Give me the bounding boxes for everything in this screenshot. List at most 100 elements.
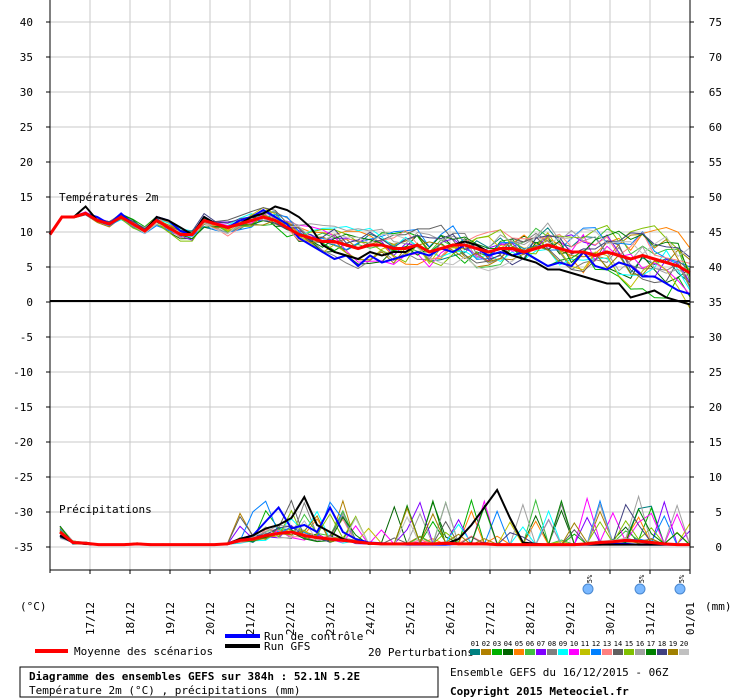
- right-tick-label: 35: [709, 296, 722, 309]
- copyright: Copyright 2015 Meteociel.fr: [450, 685, 629, 698]
- left-tick-label: 25: [20, 121, 33, 134]
- perturbation-number: 14: [614, 640, 622, 648]
- snow-icon: [582, 583, 594, 595]
- perturbation-swatch: [679, 649, 689, 655]
- snow-percent-label: 5%: [586, 574, 594, 583]
- perturbation-legend: 01 02 03 04 05 06 07 08 09 10 11 12 13 14 15 16 17 18 19 20: [470, 640, 689, 655]
- perturbation-number: 12: [592, 640, 600, 648]
- date-label: 01/01: [684, 602, 697, 635]
- right-tick-label: 30: [709, 331, 722, 344]
- date-label: 24/12: [364, 602, 377, 635]
- right-tick-label: 50: [709, 191, 722, 204]
- perturbation-swatch: [613, 649, 623, 655]
- precipitation-perturbation-lines: [59, 494, 691, 546]
- date-label: 20/12: [204, 602, 217, 635]
- perturbation-swatch: [481, 649, 491, 655]
- perturbation-number: 19: [669, 640, 677, 648]
- right-tick-label: 60: [709, 121, 722, 134]
- right-tick-label: 40: [709, 261, 722, 274]
- precipitation-perturbation-line: [59, 515, 691, 546]
- perturbation-swatch: [635, 649, 645, 655]
- date-axis-labels: 17/12 18/12 19/12 20/12 21/12 22/12 23/12 24/12…: [84, 570, 697, 635]
- chart-title: Diagramme des ensembles GEFS sur 384h : …: [29, 670, 360, 683]
- left-tick-label: 40: [20, 16, 33, 29]
- perturbation-number: 04: [504, 640, 512, 648]
- left-tick-label: -20: [13, 436, 33, 449]
- perturbation-number: 20: [680, 640, 688, 648]
- snow-icon: [634, 583, 646, 595]
- main-series-lines: [48, 205, 691, 547]
- snow-percent-label: 5%: [678, 574, 686, 583]
- perturbation-swatch: [591, 649, 601, 655]
- left-tick-label: -5: [20, 331, 33, 344]
- left-tick-label: 5: [26, 261, 33, 274]
- perturbation-number: 07: [537, 640, 545, 648]
- left-tick-label: -15: [13, 401, 33, 414]
- perturbation-number: 08: [548, 640, 556, 648]
- left-tick-label: 10: [20, 226, 33, 239]
- date-label: 29/12: [564, 602, 577, 635]
- left-tick-label: -35: [13, 541, 33, 554]
- perturbation-swatch: [624, 649, 634, 655]
- perturbation-swatch: [657, 649, 667, 655]
- precipitation-perturbation-line: [59, 499, 691, 546]
- precipitation-panel-label: Précipitations: [59, 503, 152, 516]
- perturbation-swatch: [580, 649, 590, 655]
- perturbation-swatch: [569, 649, 579, 655]
- control-legend-label: Run de contrôle: [264, 630, 363, 643]
- left-tick-label: 20: [20, 156, 33, 169]
- right-tick-label: 70: [709, 51, 722, 64]
- snow-percent-label: 5%: [638, 574, 646, 583]
- mean-legend-label: Moyenne des scénarios: [74, 645, 213, 658]
- date-label: 18/12: [124, 602, 137, 635]
- perturbation-swatch: [558, 649, 568, 655]
- right-tick-label: 75: [709, 16, 722, 29]
- perturbation-number: 15: [625, 640, 633, 648]
- chart-grid: [50, 0, 691, 570]
- perturbation-swatch: [525, 649, 535, 655]
- left-tick-label: -10: [13, 366, 33, 379]
- date-label: 30/12: [604, 602, 617, 635]
- date-label: 21/12: [244, 602, 257, 635]
- perturbation-swatch: [668, 649, 678, 655]
- perturbation-number: 16: [636, 640, 644, 648]
- left-axis-unit: (°C): [20, 600, 47, 613]
- perturbation-swatch: [514, 649, 524, 655]
- perturbation-swatch: [547, 649, 557, 655]
- date-label: 17/12: [84, 602, 97, 635]
- right-tick-label: 55: [709, 156, 722, 169]
- perturbation-number: 18: [658, 640, 666, 648]
- left-axis-ticks: 40 35 30 25 20 15 10 5 0 -5 -10 -15 -20 -25 -30 -35: [13, 16, 50, 554]
- perturbation-swatch: [492, 649, 502, 655]
- perturbation-number: 13: [603, 640, 611, 648]
- right-tick-label: 0: [715, 541, 722, 554]
- perturbation-swatch: [646, 649, 656, 655]
- right-tick-label: 45: [709, 226, 722, 239]
- date-label: 22/12: [284, 602, 297, 635]
- left-tick-label: 30: [20, 86, 33, 99]
- perturbation-number: 17: [647, 640, 655, 648]
- left-tick-label: -25: [13, 471, 33, 484]
- left-tick-label: 15: [20, 191, 33, 204]
- perturbations-legend-label: 20 Perturbations: [368, 646, 474, 659]
- left-tick-label: -30: [13, 506, 33, 519]
- perturbation-number: 06: [526, 640, 534, 648]
- right-tick-label: 15: [709, 436, 722, 449]
- perturbation-swatch: [536, 649, 546, 655]
- date-label: 31/12: [644, 602, 657, 635]
- temperature-gfs-line: [49, 205, 691, 306]
- gfs-legend-label: Run GFS: [264, 640, 310, 653]
- perturbation-number: 11: [581, 640, 589, 648]
- perturbation-number: 10: [570, 640, 578, 648]
- precipitation-mean-line: [59, 530, 690, 547]
- right-tick-label: 25: [709, 366, 722, 379]
- date-label: 25/12: [404, 602, 417, 635]
- date-label: 28/12: [524, 602, 537, 635]
- perturbation-number: 02: [482, 640, 490, 648]
- date-label: 19/12: [164, 602, 177, 635]
- perturbation-number: 03: [493, 640, 501, 648]
- right-tick-label: 5: [715, 506, 722, 519]
- temperature-mean-line: [48, 211, 691, 275]
